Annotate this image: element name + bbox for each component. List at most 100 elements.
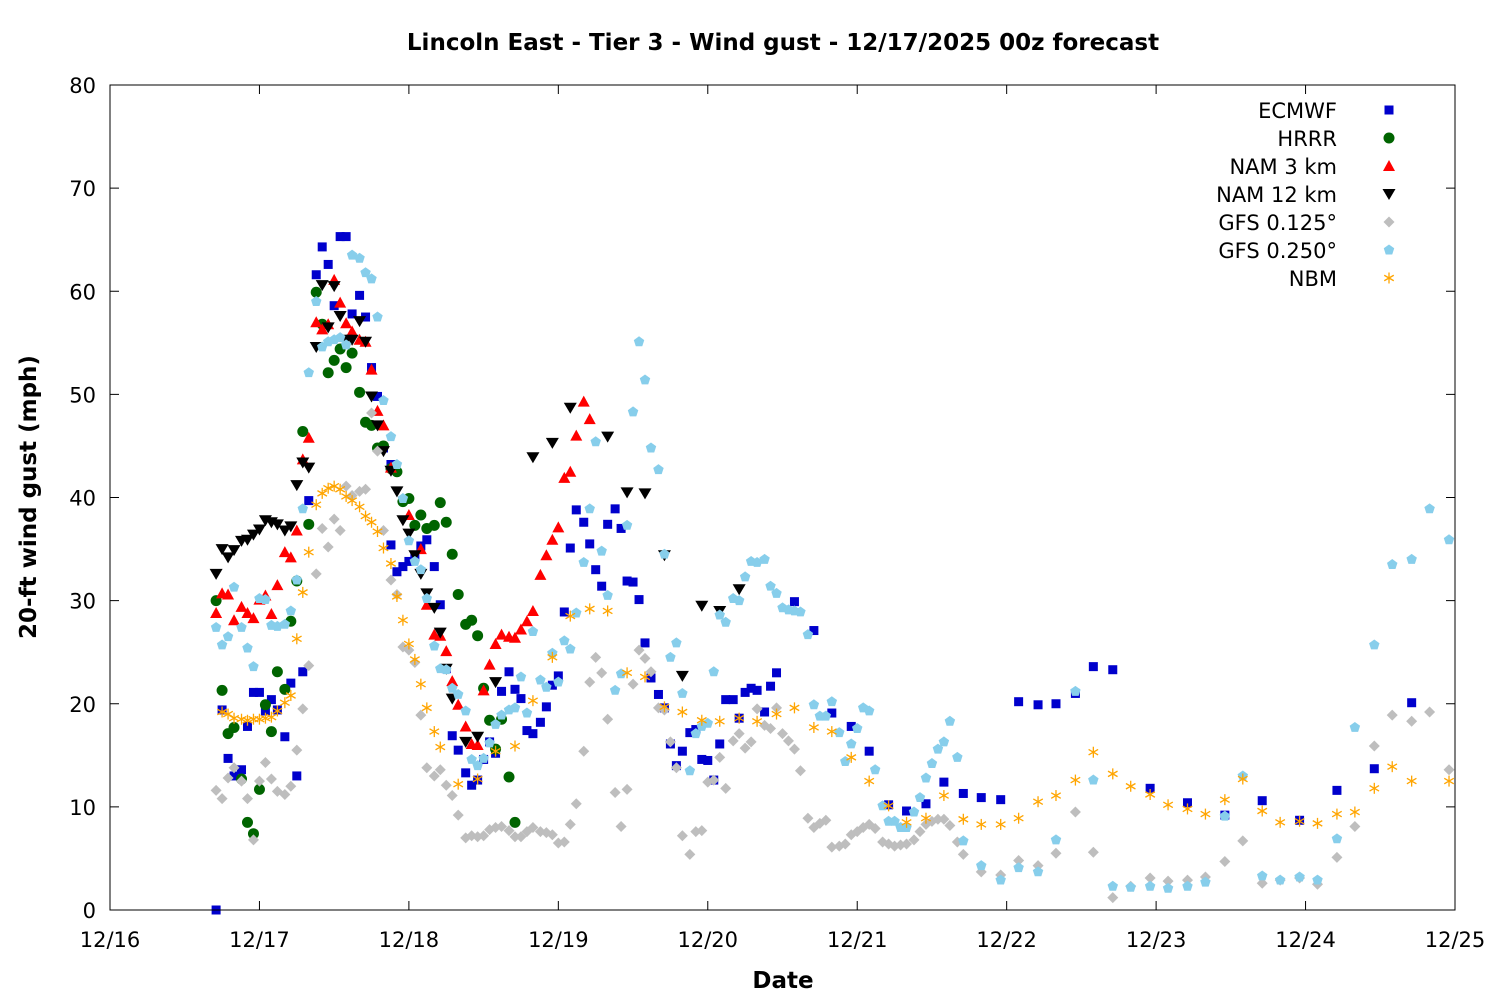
data-point — [1107, 892, 1119, 904]
data-point — [645, 442, 657, 453]
data-point — [366, 516, 377, 528]
data-point — [496, 820, 508, 832]
data-point — [328, 513, 340, 525]
data-point — [323, 482, 334, 494]
data-point — [597, 581, 607, 591]
legend-label: NAM 3 km — [1229, 155, 1337, 179]
data-point — [228, 762, 240, 774]
data-point — [995, 818, 1006, 830]
data-point — [976, 860, 987, 871]
data-point — [584, 676, 596, 688]
data-point — [433, 627, 447, 639]
data-point — [215, 544, 229, 556]
data-point — [222, 772, 234, 784]
data-point — [908, 806, 920, 817]
data-point — [341, 232, 351, 242]
data-point — [298, 667, 308, 677]
data-point — [1387, 761, 1398, 773]
data-point — [371, 420, 385, 432]
data-point — [1050, 834, 1062, 845]
data-point — [571, 505, 581, 515]
data-point — [1406, 715, 1418, 727]
data-point — [527, 822, 539, 833]
data-point — [771, 708, 782, 720]
data-point — [1200, 876, 1211, 887]
data-point — [484, 737, 495, 748]
data-point — [739, 571, 751, 582]
axis-ticks: 12/16 12/17 12/18 12/19 12/20 12/21 12/22 12/23… — [69, 74, 1485, 952]
data-point — [1331, 851, 1343, 863]
data-point — [266, 695, 276, 705]
data-point — [327, 281, 341, 293]
data-point — [789, 702, 800, 714]
data-point — [1088, 774, 1099, 785]
data-point — [1013, 812, 1024, 824]
data-point — [634, 595, 644, 605]
data-point — [759, 553, 770, 564]
data-point — [360, 483, 372, 495]
data-point — [653, 689, 663, 699]
data-point — [1237, 773, 1248, 785]
x-tick-label: 12/18 — [379, 928, 440, 952]
data-point — [515, 831, 527, 843]
data-point — [846, 738, 857, 749]
data-point — [223, 753, 233, 763]
data-point — [639, 671, 651, 683]
data-point — [746, 683, 756, 693]
data-point — [510, 684, 520, 694]
data-point — [1331, 833, 1343, 844]
data-point — [1013, 855, 1025, 866]
data-point — [596, 667, 608, 679]
data-point — [720, 616, 731, 627]
data-point — [270, 519, 284, 531]
data-point — [490, 745, 501, 757]
data-point — [446, 675, 459, 687]
data-point — [284, 521, 298, 533]
data-point — [316, 323, 329, 335]
data-point — [883, 800, 894, 812]
data-point — [851, 723, 863, 733]
data-point — [340, 317, 353, 329]
data-point — [766, 681, 776, 691]
data-point — [1443, 775, 1455, 787]
data-point — [1274, 874, 1286, 885]
data-point — [317, 487, 328, 499]
data-point — [521, 707, 533, 718]
data-point — [684, 848, 696, 860]
legend-label: GFS 0.125° — [1218, 211, 1337, 235]
data-point — [297, 503, 309, 514]
data-point — [236, 621, 247, 632]
data-point — [452, 588, 464, 600]
data-point — [434, 764, 446, 776]
data-point — [447, 682, 458, 693]
data-point — [503, 825, 515, 837]
data-point — [1369, 764, 1379, 774]
data-point — [528, 729, 538, 739]
data-point — [559, 635, 570, 646]
data-point — [1107, 768, 1118, 780]
data-point — [265, 608, 278, 620]
data-point — [253, 783, 265, 795]
y-tick-label: 30 — [69, 590, 96, 614]
data-point — [504, 667, 514, 677]
data-point — [752, 715, 763, 727]
data-point — [247, 828, 259, 840]
data-point — [478, 830, 490, 842]
data-point — [609, 786, 621, 798]
data-point — [1256, 870, 1268, 881]
data-point — [278, 546, 291, 558]
data-point — [677, 706, 688, 718]
data-point — [732, 584, 746, 596]
data-point — [809, 626, 819, 636]
data-point — [503, 771, 515, 783]
data-point — [490, 718, 501, 729]
data-point — [826, 696, 838, 707]
data-point — [615, 820, 627, 832]
data-point — [535, 717, 545, 727]
data-point — [304, 496, 314, 506]
data-point — [285, 780, 297, 792]
data-point — [290, 524, 303, 536]
data-point — [452, 809, 464, 821]
data-point — [1070, 685, 1081, 696]
data-point — [671, 637, 682, 648]
